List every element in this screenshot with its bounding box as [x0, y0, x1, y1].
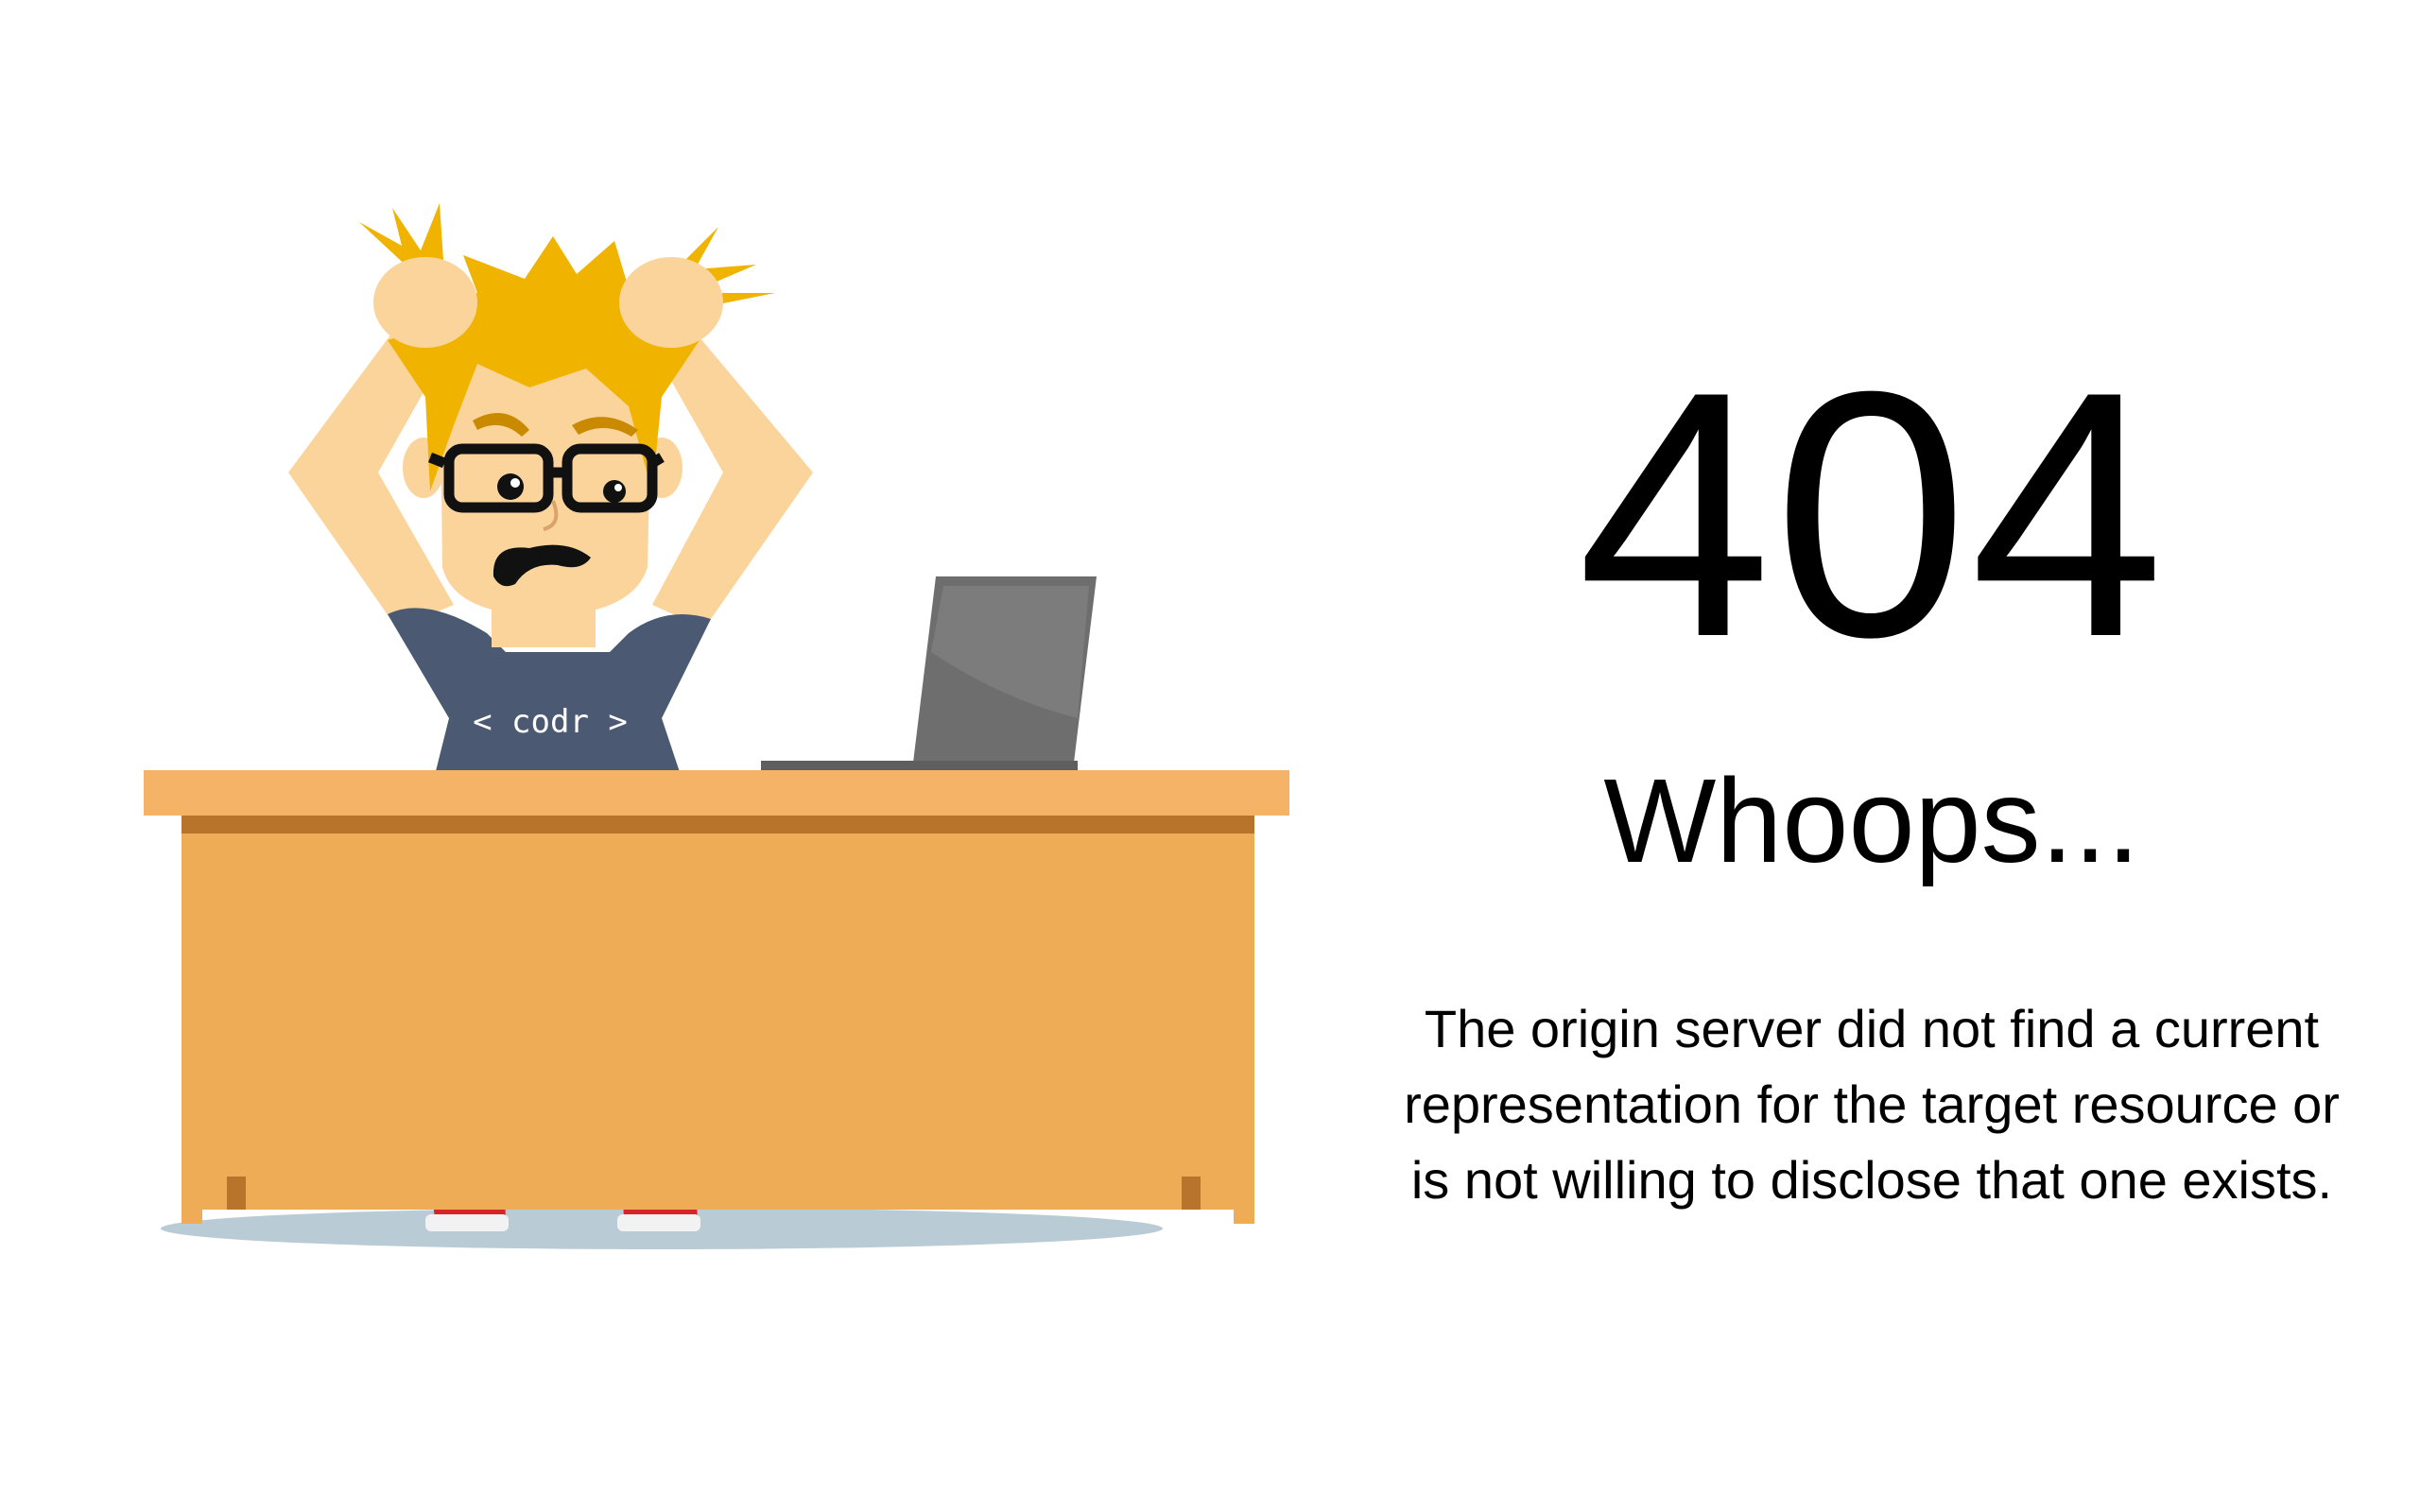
frustrated-developer-illustration: < codr >: [144, 203, 1289, 1249]
glasses: [427, 443, 665, 513]
eyebrows: [473, 413, 638, 437]
error-message: 404 Whoops... The origin server did not …: [1323, 340, 2420, 1218]
laptop: [761, 576, 1097, 772]
arms: [288, 326, 813, 628]
error-code: 404: [1577, 319, 2167, 710]
hands: [373, 257, 723, 348]
shirt: [388, 608, 711, 775]
shirt-text: < codr >: [473, 703, 628, 741]
error-description: The origin server did not find a current…: [1404, 998, 2340, 1210]
mouth: [493, 544, 591, 587]
desk: [144, 770, 1289, 1224]
eyes: [497, 473, 626, 503]
nose: [543, 500, 559, 531]
error-headline: Whoops...: [1603, 754, 2140, 887]
